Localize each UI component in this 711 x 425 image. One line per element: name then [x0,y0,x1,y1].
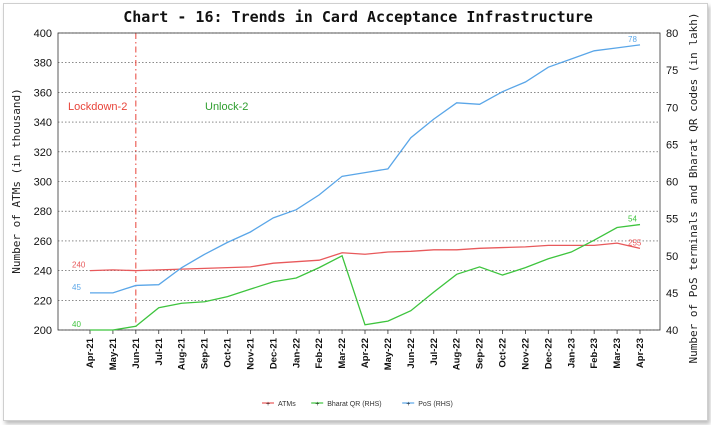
axes: 200 220 240 260 280 300 320 340 360 380 400 40 45 50 5… [34,28,679,370]
x-tick-label: Mar-23 [612,338,623,369]
y2-tick-label: 50 [666,251,678,263]
x-tick-label: Dec-22 [543,338,554,369]
y-tick-label: 300 [34,177,52,189]
x-tick-label: Jan-22 [291,338,302,368]
series-line-bharat-qr-rhs [90,223,641,331]
y-tick-label: 340 [34,117,52,129]
series-line-pos-rhs [90,44,641,294]
legend-label-pos-rhs: PoS (RHS) [418,401,453,408]
data-label: 255 [628,238,642,247]
x-tick-label: Oct-21 [223,337,234,367]
y-tick-label: 260 [34,236,52,248]
x-tick-label: Nov-21 [245,337,256,369]
y-tick-label: 200 [34,325,52,337]
x-tick-label: May-21 [108,337,119,370]
x-tick-label: Oct-22 [498,338,509,368]
y2-tick-label: 55 [666,214,678,226]
y2-tick-label: 75 [666,65,678,77]
data-label: 78 [628,35,637,44]
data-label: 40 [72,320,81,329]
x-tick-label: Feb-22 [314,338,325,369]
legend-marker-pos-rhs: + [406,401,410,408]
x-tick-label: Aug-21 [177,337,188,370]
y2-axis-label: Number of PoS terminals and Bharat QR co… [687,13,700,364]
y-tick-label: 220 [34,295,52,307]
x-tick-label: Apr-22 [360,338,371,368]
plot-border [57,32,661,331]
y-tick-label: 400 [34,28,52,40]
x-tick-label: Mar-22 [337,338,348,369]
x-tick-label: Apr-23 [635,338,646,368]
x-tick-label: May-22 [383,338,394,370]
legend-marker-bharat-qr-rhs: + [315,401,319,408]
y2-tick-label: 45 [666,288,678,300]
y-tick-label: 280 [34,206,52,218]
x-tick-label: Jan-23 [566,338,577,368]
legend-label-atms: ATMs [278,401,296,408]
series-layer [89,44,641,331]
y2-tick-label: 60 [666,177,678,189]
data-label: 45 [72,283,81,292]
y-tick-label: 380 [34,58,52,70]
y2-tick-label: 70 [666,102,678,114]
y-tick-label: 360 [34,87,52,99]
y2-tick-label: 65 [666,139,678,151]
legend: + ATMs + Bharat QR (RHS) + PoS (RHS) [262,401,453,408]
annotation-unlock: Unlock-2 [205,101,248,113]
y-tick-label: 240 [34,266,52,278]
x-tick-label: Apr-21 [85,337,96,368]
x-tick-label: Sep-21 [200,337,211,369]
x-tick-label: Dec-21 [268,337,279,369]
chart-frame [3,3,708,421]
label-layer: Lockdown-2 Unlock-2 240 255 40 54 45 78 [68,35,642,329]
data-label: 240 [72,261,86,270]
x-tick-label: Sep-22 [475,338,486,369]
y2-tick-label: 40 [666,325,678,337]
x-tick-label: Aug-22 [452,338,463,370]
x-tick-label: Jul-21 [154,337,165,365]
x-tick-label: Nov-22 [520,338,531,370]
x-tick-label: Feb-23 [589,338,600,369]
y-axis-label: Number of ATMs (in thousand) [10,88,23,273]
y-tick-label: 320 [34,147,52,159]
data-label: 54 [628,215,637,224]
legend-label-bharat-qr-rhs: Bharat QR (RHS) [327,401,381,408]
legend-marker-atms: + [266,401,270,408]
x-tick-label: Jun-21 [131,337,142,368]
y2-tick-label: 80 [666,28,678,40]
x-tick-label: Jul-22 [429,338,440,365]
chart-title: Chart - 16: Trends in Card Acceptance In… [123,8,593,26]
series-line-atms [89,242,641,272]
annotation-lockdown: Lockdown-2 [68,101,127,113]
x-tick-label: Jun-22 [406,338,417,369]
